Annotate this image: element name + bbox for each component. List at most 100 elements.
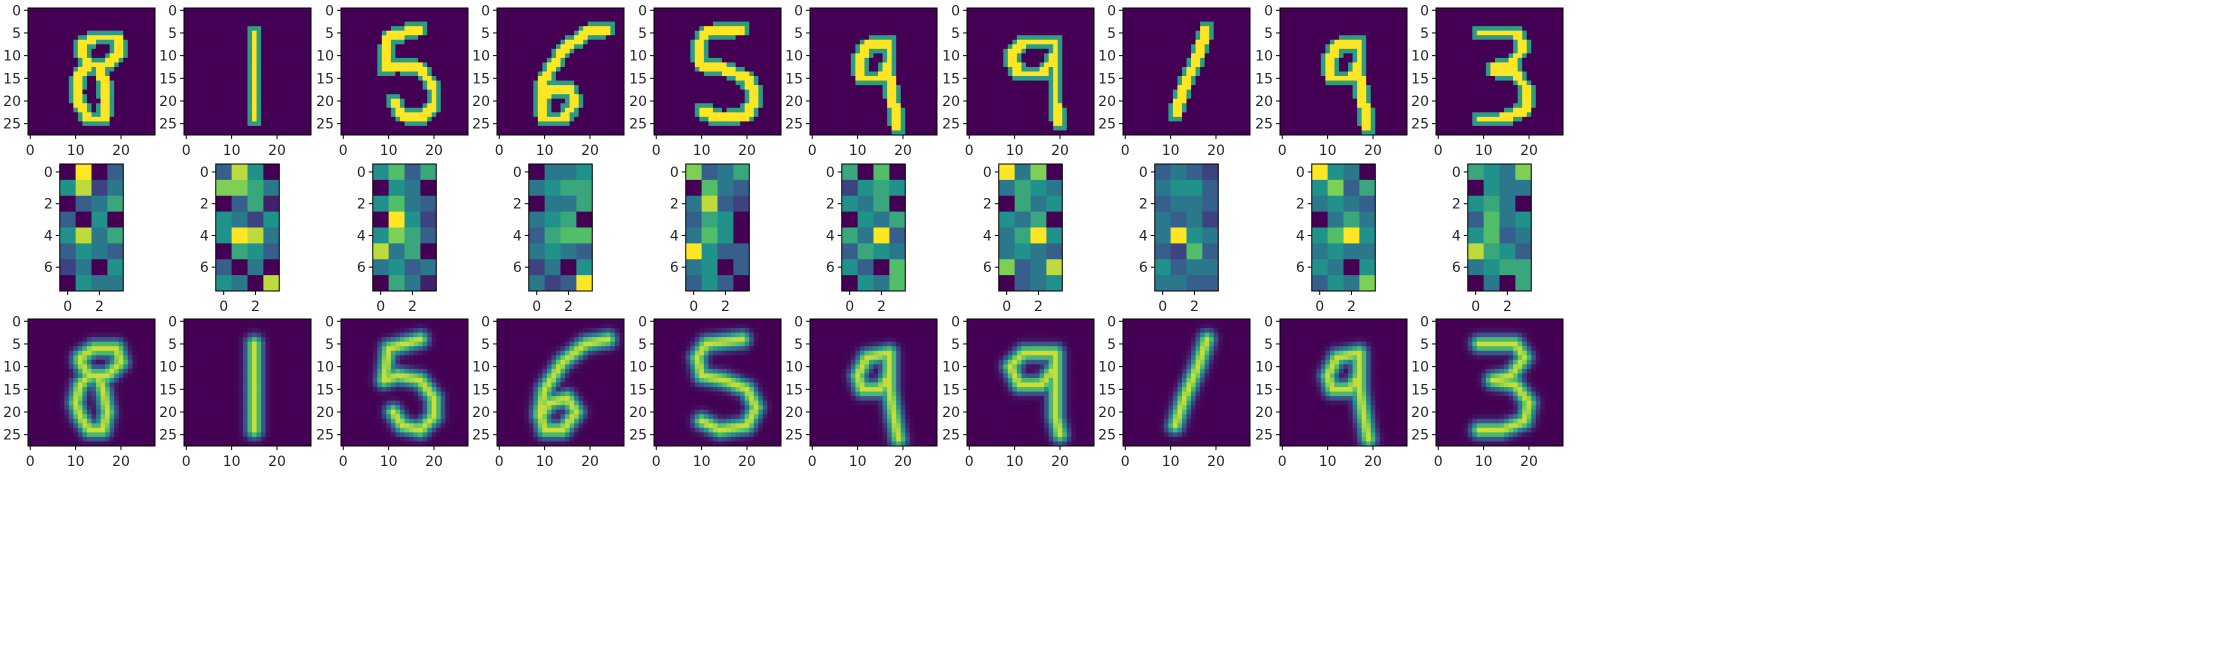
pixel-cell <box>68 80 74 86</box>
pixel-cell <box>77 116 83 122</box>
pixel-cell <box>560 76 566 81</box>
pixel-cell <box>59 17 65 23</box>
pixel-cell <box>771 121 777 127</box>
pixel-cell <box>252 35 257 41</box>
pixel-cell <box>41 57 47 63</box>
pixel-cell <box>891 103 897 109</box>
pixel-cell <box>109 57 115 63</box>
pixel-cell <box>767 30 773 36</box>
pixel-cell <box>619 12 625 18</box>
pixel-cell <box>690 125 696 131</box>
pixel-cell <box>685 116 691 122</box>
pixel-cell <box>77 85 83 91</box>
pixel-cell <box>542 39 548 45</box>
pixel-cell <box>229 12 235 18</box>
pixel-cell <box>994 12 1000 18</box>
pixel-cell <box>395 8 401 13</box>
pixel-cell <box>735 35 741 41</box>
pixel-cell <box>900 21 906 27</box>
pixel-cell <box>390 17 396 23</box>
pixel-cell <box>82 103 88 109</box>
pixel-cell <box>381 71 387 77</box>
pixel-cell <box>279 53 285 59</box>
pixel-cell <box>114 44 120 50</box>
pixel-cell <box>717 116 723 122</box>
pixel-cell <box>601 89 607 95</box>
pixel-cell <box>46 17 52 23</box>
pixel-cell <box>377 62 383 68</box>
pixel-cell <box>395 103 401 109</box>
pixel-cell <box>614 53 620 59</box>
pixel-cell <box>658 85 664 91</box>
pixel-cell <box>1007 12 1013 18</box>
pixel-cell <box>832 35 838 41</box>
pixel-cell <box>123 121 129 127</box>
pixel-cell <box>114 48 120 54</box>
pixel-cell <box>306 94 312 100</box>
pixel-cell <box>59 57 65 63</box>
pixel-cell <box>418 94 424 100</box>
pixel-cell <box>654 48 659 54</box>
pixel-cell <box>306 8 312 13</box>
pixel-cell <box>882 94 888 100</box>
pixel-cell <box>372 76 378 81</box>
pixel-cell <box>345 130 351 136</box>
pixel-cell <box>341 39 346 45</box>
pixel-cell <box>247 62 253 68</box>
pixel-cell <box>261 76 267 81</box>
pixel-cell <box>1089 12 1095 18</box>
pixel-cell <box>985 12 991 18</box>
pixel-cell <box>252 48 257 54</box>
pixel-cell <box>341 71 346 77</box>
pixel-cell <box>850 8 856 13</box>
pixel-cell <box>864 57 870 63</box>
pixel-cell <box>506 107 512 113</box>
pixel-cell <box>306 21 312 27</box>
pixel-cell <box>68 85 74 91</box>
pixel-cell <box>427 121 433 127</box>
pixel-cell <box>703 80 709 86</box>
pixel-cell <box>578 85 584 91</box>
pixel-cell <box>1066 8 1072 13</box>
pixel-cell <box>229 112 235 118</box>
pixel-cell <box>896 12 902 18</box>
pixel-cell <box>270 44 276 50</box>
pixel-cell <box>422 94 428 100</box>
pixel-cell <box>109 17 115 23</box>
pixel-cell <box>32 66 38 72</box>
pixel-cell <box>449 130 455 136</box>
pixel-cell <box>537 21 543 27</box>
pixel-cell <box>123 116 129 122</box>
pixel-cell <box>551 57 557 63</box>
pixel-cell <box>386 12 392 18</box>
pixel-cell <box>560 112 566 118</box>
pixel-cell <box>900 98 906 104</box>
pixel-cell <box>114 116 120 122</box>
pixel-cell <box>184 44 189 50</box>
pixel-cell <box>386 121 392 127</box>
pixel-cell <box>274 57 280 63</box>
pixel-cell <box>363 89 369 95</box>
pixel-cell <box>810 76 815 81</box>
pixel-cell <box>458 130 464 136</box>
pixel-cell <box>386 76 392 81</box>
pixel-cell <box>292 30 298 36</box>
pixel-cell <box>605 53 611 59</box>
pixel-cell <box>528 62 534 68</box>
pixel-cell <box>1071 26 1077 32</box>
pixel-cell <box>350 53 356 59</box>
pixel-cell <box>123 62 129 68</box>
pixel-cell <box>292 125 298 131</box>
pixel-cell <box>399 71 405 77</box>
pixel-cell <box>279 112 285 118</box>
pixel-cell <box>546 112 552 118</box>
pixel-cell <box>283 107 289 113</box>
pixel-cell <box>215 89 221 95</box>
pixel-cell <box>252 103 257 109</box>
pixel-cell <box>814 35 820 41</box>
pixel-cell <box>341 57 346 63</box>
pixel-cell <box>377 8 383 13</box>
pixel-cell <box>96 76 101 81</box>
pixel-cell <box>578 94 584 100</box>
pixel-cell <box>427 53 433 59</box>
